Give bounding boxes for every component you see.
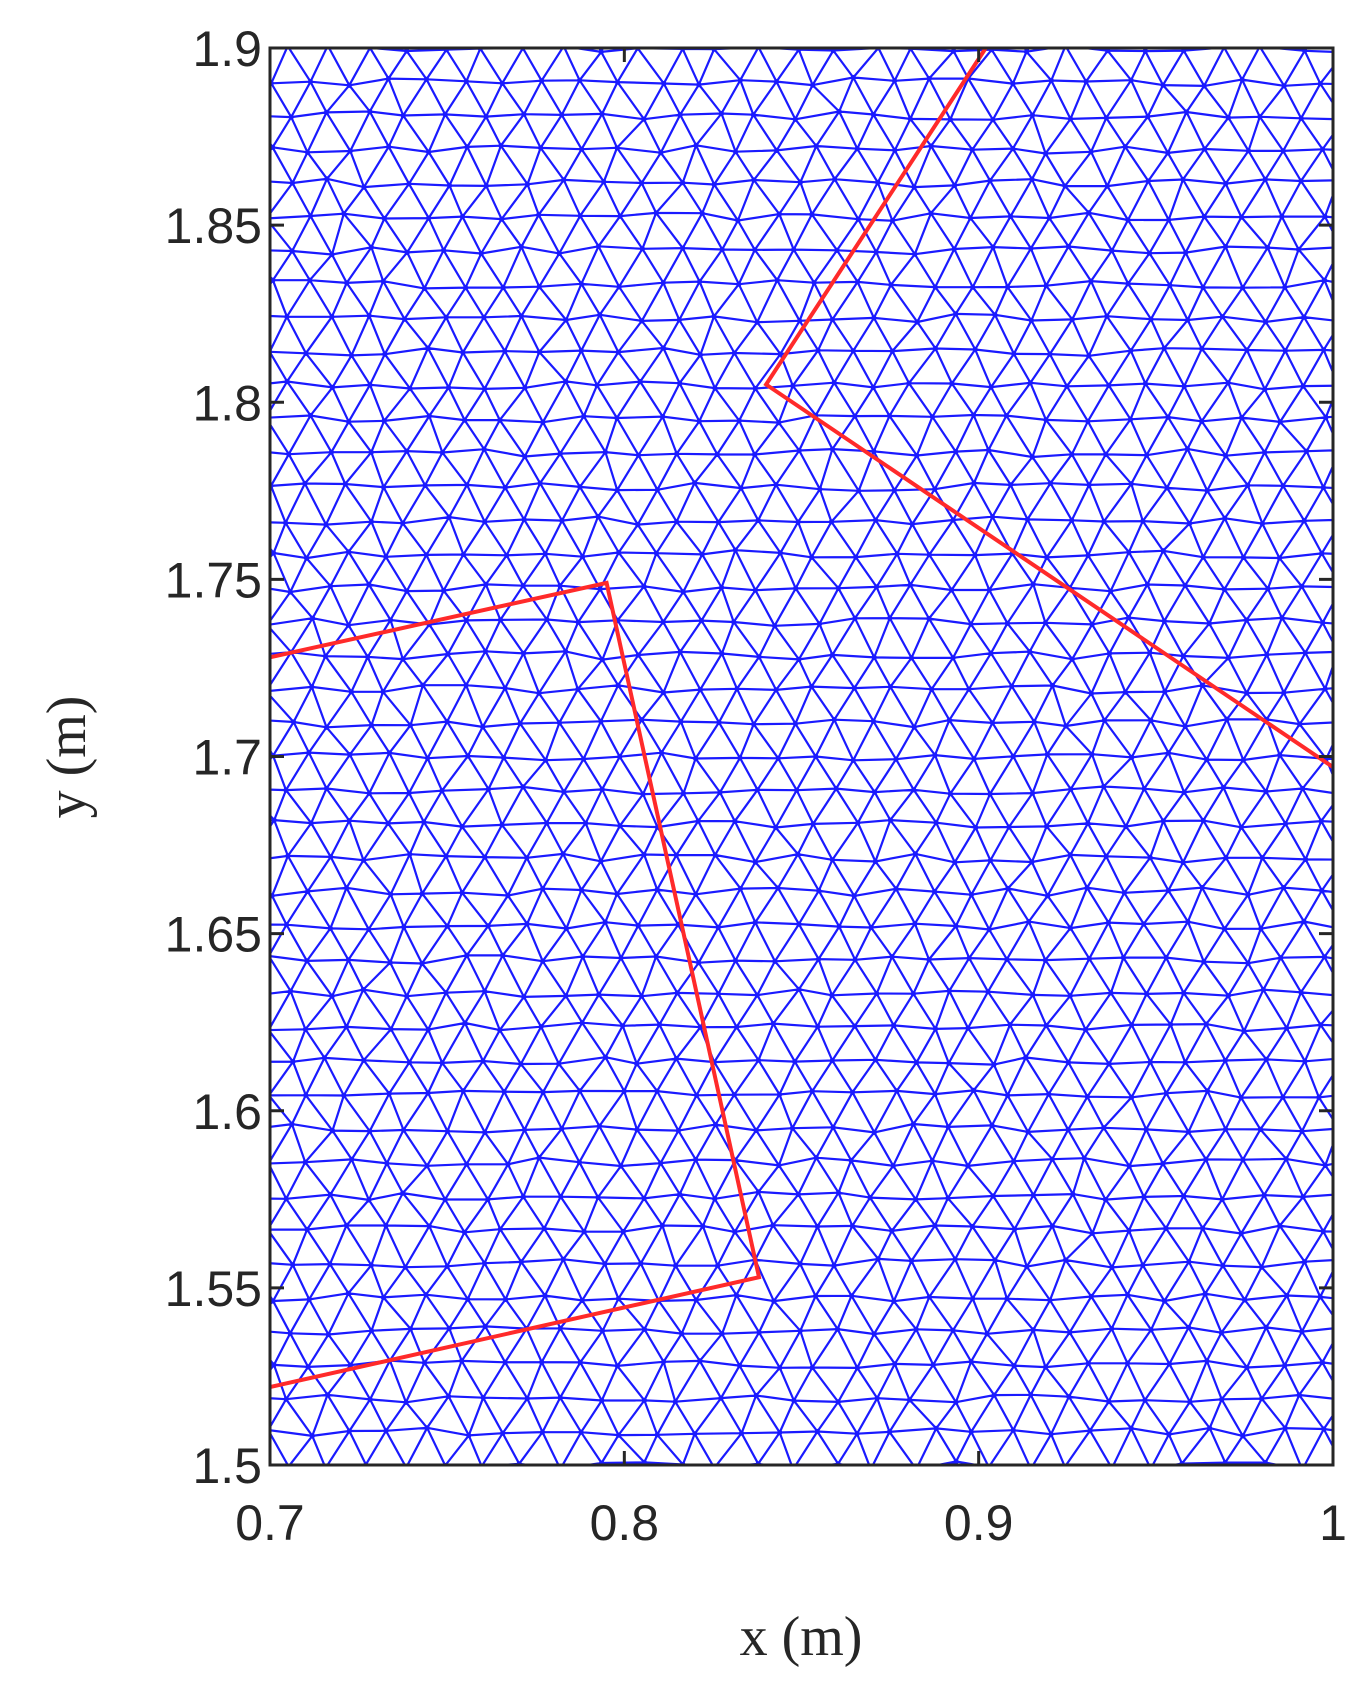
y-tick-label: 1.8 [192,375,262,431]
y-tick-label: 1.5 [192,1438,262,1494]
fracture-line-1 [270,580,762,1390]
y-axis: 1.5 1.55 1.6 1.65 1.7 1.75 1.8 1.85 1.9 [165,21,1333,1494]
x-axis-title: x (m) [740,1606,863,1668]
x-axis: 0.7 0.8 0.9 1 [235,48,1347,1551]
y-tick-label: 1.75 [165,552,262,608]
mesh-edges [270,48,1333,1465]
y-tick-label: 1.55 [165,1261,262,1317]
y-axis-title: y (m) [36,696,98,819]
x-tick-label: 0.8 [590,1495,660,1551]
x-tick-label: 1 [1319,1495,1347,1551]
mesh [270,48,1333,1465]
y-tick-label: 1.65 [165,907,262,963]
fracture-lines [270,48,1333,1390]
y-tick-label: 1.6 [192,1084,262,1140]
y-tick-label: 1.85 [165,198,262,254]
y-tick-label: 1.7 [192,730,262,786]
x-tick-label: 0.9 [944,1495,1014,1551]
fracture-line-2 [763,48,1333,769]
x-tick-label: 0.7 [235,1495,305,1551]
y-tick-label: 1.9 [192,21,262,77]
